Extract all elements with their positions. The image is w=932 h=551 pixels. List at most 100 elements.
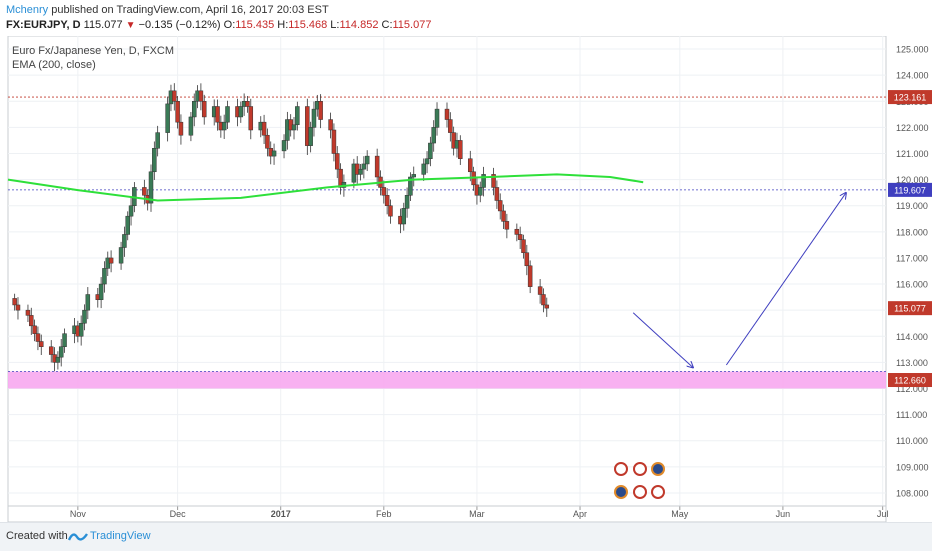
- zone-price-tag: 112.660: [894, 376, 926, 386]
- candle-body: [331, 129, 337, 154]
- resistance-price-tag-bg: [888, 90, 932, 105]
- time-axis[interactable]: Nov Dec 2017 Feb Mar Apr May Jun Jul: [8, 505, 888, 519]
- candles[interactable]: [12, 83, 550, 372]
- candle-body: [305, 106, 310, 146]
- high-label: H:: [277, 19, 289, 31]
- close-value: 115.077: [392, 19, 432, 31]
- candle-body: [172, 90, 177, 102]
- footer-bar: Created with TradingView: [0, 522, 932, 551]
- candle-body: [428, 142, 433, 159]
- last-price-tag-bg: [888, 301, 932, 316]
- event-markers[interactable]: [614, 462, 665, 499]
- zone-price-tag-bg: [888, 373, 932, 388]
- price-tick-label: 122.000: [896, 123, 929, 133]
- candle-body: [55, 356, 61, 363]
- candle-body: [328, 119, 333, 131]
- price-tick-label: 110.000: [896, 436, 928, 446]
- candle-body: [424, 158, 430, 165]
- event-marker-icon[interactable]: [633, 462, 647, 476]
- candle-body: [537, 286, 543, 295]
- zone-rect: [8, 371, 886, 389]
- tradingview-brand-link[interactable]: TradingView: [90, 530, 151, 542]
- time-tick-label: Jun: [776, 509, 791, 519]
- candle-body: [291, 124, 297, 131]
- support-price-tag-bg: [888, 182, 932, 197]
- candle-body: [165, 103, 170, 133]
- event-marker-icon[interactable]: [651, 462, 665, 476]
- candle-body: [48, 346, 54, 355]
- candle-body: [541, 294, 546, 306]
- ohlc-line: FX:EURJPY, D 115.077 ▼ −0.135 (−0.12%) O…: [6, 19, 431, 31]
- resistance-price-tag: 123.161: [894, 93, 927, 103]
- candle-body: [152, 148, 157, 173]
- price-tick-label: 114.000: [896, 332, 928, 342]
- price-axis[interactable]: 125.000124.000123.000122.000121.000120.0…: [888, 45, 932, 499]
- candle-body: [338, 168, 343, 188]
- low-value: 114.852: [339, 19, 379, 31]
- candle-body: [82, 309, 87, 324]
- price-tick-label: 111.000: [896, 410, 927, 420]
- candle-body: [271, 150, 277, 157]
- down-arrow-icon: ▼: [125, 20, 136, 31]
- candle-body: [517, 234, 523, 240]
- candle-body: [448, 119, 453, 133]
- chart-header: Mchenry published on TradingView.com, Ap…: [0, 0, 932, 36]
- candle-body: [458, 140, 463, 159]
- candle-body: [434, 108, 440, 128]
- ema-line-group: [7, 173, 644, 202]
- price-tick-label: 125.000: [896, 45, 929, 55]
- candle-body: [444, 108, 450, 120]
- chart-legend: Euro Fx/Japanese Yen, D, FXCM EMA (200, …: [12, 44, 174, 72]
- price-tick-label: 108.000: [896, 488, 929, 498]
- last-price-tag: 115.077: [894, 304, 926, 314]
- created-with-text: Created with: [6, 530, 68, 542]
- published-text: published on TradingView.com, April 16, …: [51, 4, 329, 16]
- candle-body: [118, 247, 124, 264]
- legend-indicator: EMA (200, close): [12, 59, 96, 71]
- candle-body: [29, 315, 34, 327]
- time-tick-label: Apr: [573, 509, 587, 519]
- candle-body: [122, 234, 127, 248]
- time-tick-label: Mar: [469, 509, 485, 519]
- candle-body: [98, 283, 104, 300]
- candle-body: [148, 171, 154, 204]
- tradingview-logo-icon[interactable]: [68, 529, 88, 543]
- candle-body: [411, 174, 416, 178]
- candle-body: [39, 341, 44, 347]
- candle-body: [248, 106, 254, 131]
- event-marker-icon[interactable]: [633, 485, 647, 499]
- candle-body: [335, 153, 340, 170]
- price-tick-label: 113.000: [896, 358, 928, 368]
- candle-body: [142, 187, 147, 196]
- event-marker-icon[interactable]: [651, 485, 665, 499]
- price-tick-label: 120.000: [896, 175, 929, 185]
- candle-body: [491, 174, 496, 188]
- candle-body: [281, 140, 287, 152]
- candle-body: [215, 106, 220, 123]
- time-tick-label: Feb: [376, 509, 392, 519]
- candle-body: [311, 108, 317, 128]
- projection-arrows: [632, 193, 846, 368]
- price-tick-label: 109.000: [896, 462, 929, 472]
- time-tick-label: Nov: [70, 509, 87, 519]
- symbol-label: FX:EURJPY, D: [6, 19, 81, 31]
- candle-body: [431, 127, 436, 144]
- price-chart[interactable]: 125.000124.000123.000122.000121.000120.0…: [0, 36, 932, 522]
- author-link[interactable]: Mchenry: [6, 4, 49, 16]
- candle-body: [62, 333, 67, 347]
- candle-body: [308, 127, 313, 146]
- event-marker-icon[interactable]: [614, 462, 628, 476]
- event-marker-icon[interactable]: [614, 485, 628, 499]
- candle-body: [238, 106, 244, 118]
- candle-body: [295, 106, 300, 126]
- candle-body: [175, 101, 180, 123]
- legend-title: Euro Fx/Japanese Yen, D, FXCM: [12, 45, 175, 57]
- candle-body: [361, 163, 367, 170]
- candle-body: [221, 121, 227, 131]
- candle-body: [261, 121, 267, 136]
- time-tick-label: 2017: [271, 509, 291, 519]
- candle-body: [201, 101, 207, 118]
- candle-body: [265, 134, 270, 149]
- candle-body: [384, 195, 390, 206]
- price-tick-label: 119.000: [896, 201, 928, 211]
